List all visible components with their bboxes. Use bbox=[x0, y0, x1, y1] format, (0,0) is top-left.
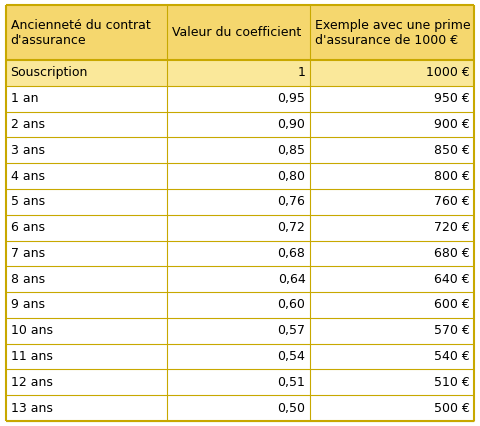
Text: 0,80: 0,80 bbox=[277, 170, 305, 183]
Text: 760 €: 760 € bbox=[434, 196, 469, 208]
Bar bbox=[310, 395, 474, 421]
Text: 570 €: 570 € bbox=[433, 324, 469, 337]
Text: 0,64: 0,64 bbox=[278, 273, 305, 286]
Bar bbox=[168, 266, 310, 292]
Text: 6 ans: 6 ans bbox=[11, 221, 45, 234]
Bar bbox=[310, 112, 474, 138]
Bar bbox=[6, 292, 168, 318]
Bar bbox=[6, 163, 168, 189]
Text: 0,85: 0,85 bbox=[277, 144, 305, 157]
Bar bbox=[310, 60, 474, 86]
Bar bbox=[168, 163, 310, 189]
Text: 2 ans: 2 ans bbox=[11, 118, 45, 131]
Bar bbox=[168, 215, 310, 241]
Text: 0,54: 0,54 bbox=[277, 350, 305, 363]
Bar bbox=[310, 318, 474, 344]
Bar bbox=[6, 369, 168, 395]
Bar bbox=[6, 112, 168, 138]
Text: 0,72: 0,72 bbox=[277, 221, 305, 234]
Bar bbox=[168, 86, 310, 112]
Text: 11 ans: 11 ans bbox=[11, 350, 52, 363]
Bar bbox=[168, 112, 310, 138]
Bar bbox=[6, 318, 168, 344]
Text: 0,90: 0,90 bbox=[277, 118, 305, 131]
Bar bbox=[310, 86, 474, 112]
Bar bbox=[168, 189, 310, 215]
Text: 950 €: 950 € bbox=[434, 92, 469, 105]
Text: 0,95: 0,95 bbox=[277, 92, 305, 105]
Bar bbox=[6, 266, 168, 292]
Text: Souscription: Souscription bbox=[11, 66, 88, 80]
Bar bbox=[310, 163, 474, 189]
Bar bbox=[6, 241, 168, 266]
Text: 3 ans: 3 ans bbox=[11, 144, 45, 157]
Text: 8 ans: 8 ans bbox=[11, 273, 45, 286]
Bar bbox=[310, 189, 474, 215]
Bar bbox=[168, 318, 310, 344]
Bar bbox=[6, 86, 168, 112]
Text: 1 an: 1 an bbox=[11, 92, 38, 105]
Text: Ancienneté du contrat
d'assurance: Ancienneté du contrat d'assurance bbox=[11, 19, 150, 46]
Text: 7 ans: 7 ans bbox=[11, 247, 45, 260]
Bar bbox=[168, 241, 310, 266]
Text: 12 ans: 12 ans bbox=[11, 376, 52, 389]
Text: 600 €: 600 € bbox=[434, 299, 469, 311]
Text: 0,76: 0,76 bbox=[277, 196, 305, 208]
Bar bbox=[310, 5, 474, 60]
Bar bbox=[6, 215, 168, 241]
Text: Exemple avec une prime
d'assurance de 1000 €: Exemple avec une prime d'assurance de 10… bbox=[315, 19, 471, 46]
Bar bbox=[6, 344, 168, 369]
Text: 0,68: 0,68 bbox=[277, 247, 305, 260]
Bar bbox=[310, 215, 474, 241]
Bar bbox=[6, 395, 168, 421]
Text: 500 €: 500 € bbox=[433, 401, 469, 414]
Text: 0,51: 0,51 bbox=[277, 376, 305, 389]
Text: 1000 €: 1000 € bbox=[426, 66, 469, 80]
Bar bbox=[310, 266, 474, 292]
Text: 0,60: 0,60 bbox=[277, 299, 305, 311]
Text: 800 €: 800 € bbox=[433, 170, 469, 183]
Text: 900 €: 900 € bbox=[434, 118, 469, 131]
Text: 640 €: 640 € bbox=[434, 273, 469, 286]
Text: 680 €: 680 € bbox=[434, 247, 469, 260]
Text: Valeur du coefficient: Valeur du coefficient bbox=[172, 26, 301, 39]
Text: 540 €: 540 € bbox=[434, 350, 469, 363]
Text: 4 ans: 4 ans bbox=[11, 170, 45, 183]
Text: 0,57: 0,57 bbox=[277, 324, 305, 337]
Bar bbox=[310, 369, 474, 395]
Bar bbox=[168, 5, 310, 60]
Text: 0,50: 0,50 bbox=[277, 401, 305, 414]
Bar bbox=[310, 292, 474, 318]
Text: 5 ans: 5 ans bbox=[11, 196, 45, 208]
Bar bbox=[310, 138, 474, 163]
Text: 510 €: 510 € bbox=[434, 376, 469, 389]
Text: 10 ans: 10 ans bbox=[11, 324, 53, 337]
Bar bbox=[6, 5, 168, 60]
Bar bbox=[168, 138, 310, 163]
Text: 720 €: 720 € bbox=[434, 221, 469, 234]
Bar bbox=[168, 292, 310, 318]
Bar bbox=[6, 189, 168, 215]
Bar bbox=[310, 241, 474, 266]
Bar bbox=[168, 369, 310, 395]
Bar bbox=[168, 395, 310, 421]
Text: 9 ans: 9 ans bbox=[11, 299, 45, 311]
Text: 1: 1 bbox=[298, 66, 305, 80]
Bar bbox=[6, 138, 168, 163]
Bar bbox=[310, 344, 474, 369]
Bar bbox=[168, 60, 310, 86]
Bar bbox=[168, 344, 310, 369]
Text: 850 €: 850 € bbox=[433, 144, 469, 157]
Bar bbox=[6, 60, 168, 86]
Text: 13 ans: 13 ans bbox=[11, 401, 52, 414]
